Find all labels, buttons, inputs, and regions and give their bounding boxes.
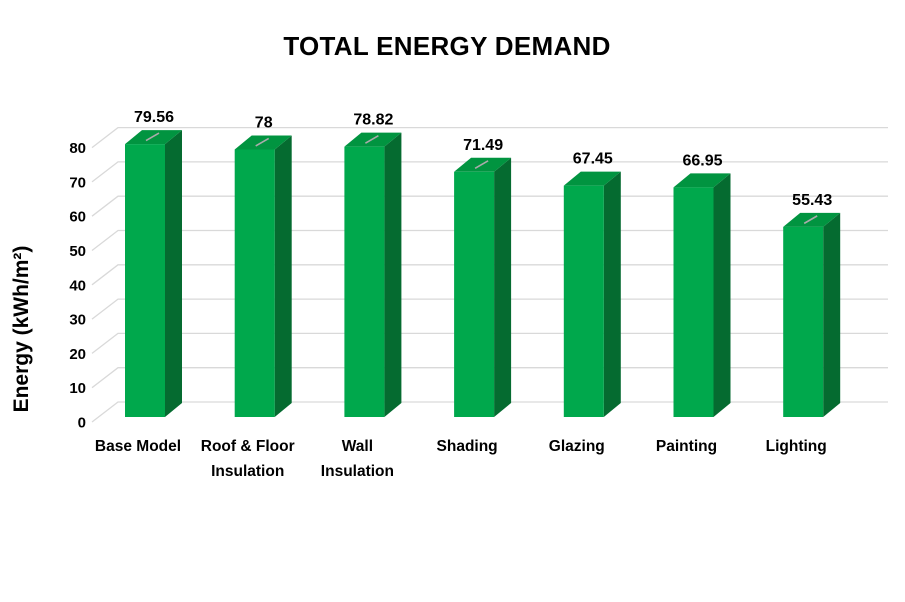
category-label: Base Model [95, 438, 181, 455]
gridline-10 [91, 367, 888, 389]
bar-top-streak [474, 160, 489, 169]
category-label: Insulation [211, 463, 284, 480]
category-label: Roof & Floor [201, 438, 295, 455]
bar-top-streak [365, 134, 379, 144]
gridline-30 [91, 298, 888, 320]
bar-value-label: 71.49 [463, 137, 503, 154]
y-tick-label: 30 [69, 312, 86, 329]
bar-front-face [563, 185, 604, 417]
bar-value-label: 78.82 [353, 112, 393, 129]
bar-top-streak [803, 215, 818, 225]
bar-value-label: 67.45 [573, 151, 613, 168]
gridline-40 [91, 264, 888, 286]
bar-side-face [823, 212, 841, 417]
bar-front-face [125, 144, 165, 418]
bar-side-face [165, 130, 182, 418]
category-label: Shading [437, 438, 498, 455]
bar-top-face [563, 171, 621, 186]
category-label: Wall [342, 438, 373, 455]
y-tick-label: 60 [69, 209, 86, 226]
bar-value-label: 55.43 [792, 192, 832, 209]
bar-side-face [384, 132, 402, 417]
bar-top-face [673, 173, 731, 188]
gridline-80 [91, 126, 888, 149]
gridline-70 [91, 161, 888, 183]
y-tick-label: 20 [69, 346, 86, 363]
bar-front-face [783, 226, 824, 417]
bar-top-streak [255, 137, 270, 147]
bar-front-face [673, 187, 714, 417]
gridline-50 [91, 229, 888, 252]
category-label: Insulation [321, 463, 394, 480]
category-label: Painting [656, 438, 717, 455]
y-tick-label: 40 [69, 277, 86, 294]
category-label: Lighting [766, 438, 827, 455]
gridline-0 [91, 401, 888, 423]
y-tick-label: 80 [69, 140, 86, 157]
bar-value-label: 78 [255, 114, 273, 131]
bar-top-streak [145, 132, 160, 142]
bar-value-label: 66.95 [682, 152, 722, 169]
y-tick-label: 50 [69, 243, 86, 260]
gridline-20 [91, 332, 888, 354]
bar-side-face [274, 135, 292, 417]
bar-value-label: 79.56 [134, 109, 174, 126]
bar-side-face [713, 173, 731, 417]
bar-front-face [234, 149, 275, 417]
chart-title: TOTAL ENERGY DEMAND [283, 31, 611, 61]
bar-side-face [494, 157, 512, 417]
bar-side-face [603, 171, 621, 417]
gridline-60 [91, 195, 888, 217]
bar-front-face [344, 146, 385, 417]
bar-front-face [454, 171, 495, 417]
category-label: Glazing [549, 438, 605, 455]
y-tick-label: 70 [69, 174, 86, 191]
y-tick-label: 0 [78, 415, 86, 432]
y-tick-label: 10 [69, 380, 86, 397]
